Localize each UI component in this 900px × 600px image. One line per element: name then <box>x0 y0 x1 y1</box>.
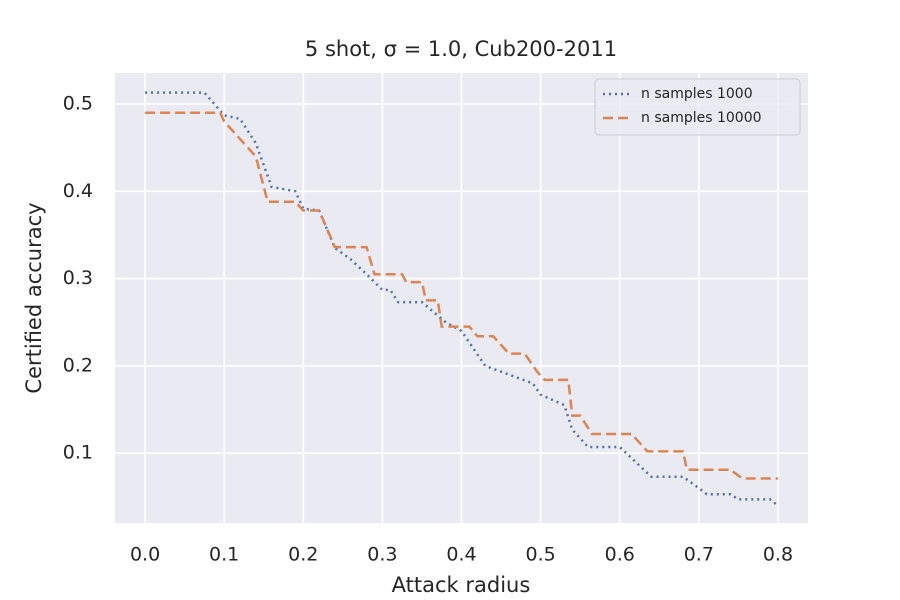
legend-label: n samples 1000 <box>641 86 753 102</box>
x-tick-label: 0.2 <box>288 544 318 566</box>
x-tick-label: 0.1 <box>209 544 239 566</box>
x-tick-label: 0.5 <box>526 544 556 566</box>
y-tick-label: 0.3 <box>63 267 93 289</box>
y-tick-label: 0.5 <box>63 92 93 114</box>
x-tick-label: 0.0 <box>130 544 160 566</box>
x-tick-label: 0.3 <box>367 544 397 566</box>
x-axis-label: Attack radius <box>392 573 531 597</box>
series-line <box>145 91 779 507</box>
legend-label: n samples 10000 <box>641 110 762 126</box>
y-axis-label: Certified accuracy <box>22 202 46 393</box>
x-tick-label: 0.6 <box>605 544 635 566</box>
x-tick-label: 0.4 <box>446 544 476 566</box>
x-tick-label: 0.7 <box>684 544 714 566</box>
y-tick-label: 0.1 <box>63 442 93 464</box>
x-tick-label: 0.8 <box>763 544 793 566</box>
series-line <box>145 111 778 480</box>
y-tick-label: 0.2 <box>63 354 93 376</box>
chart-title: 5 shot, σ = 1.0, Cub200-2011 <box>305 37 617 61</box>
y-tick-label: 0.4 <box>63 180 93 202</box>
legend-box <box>594 78 801 136</box>
